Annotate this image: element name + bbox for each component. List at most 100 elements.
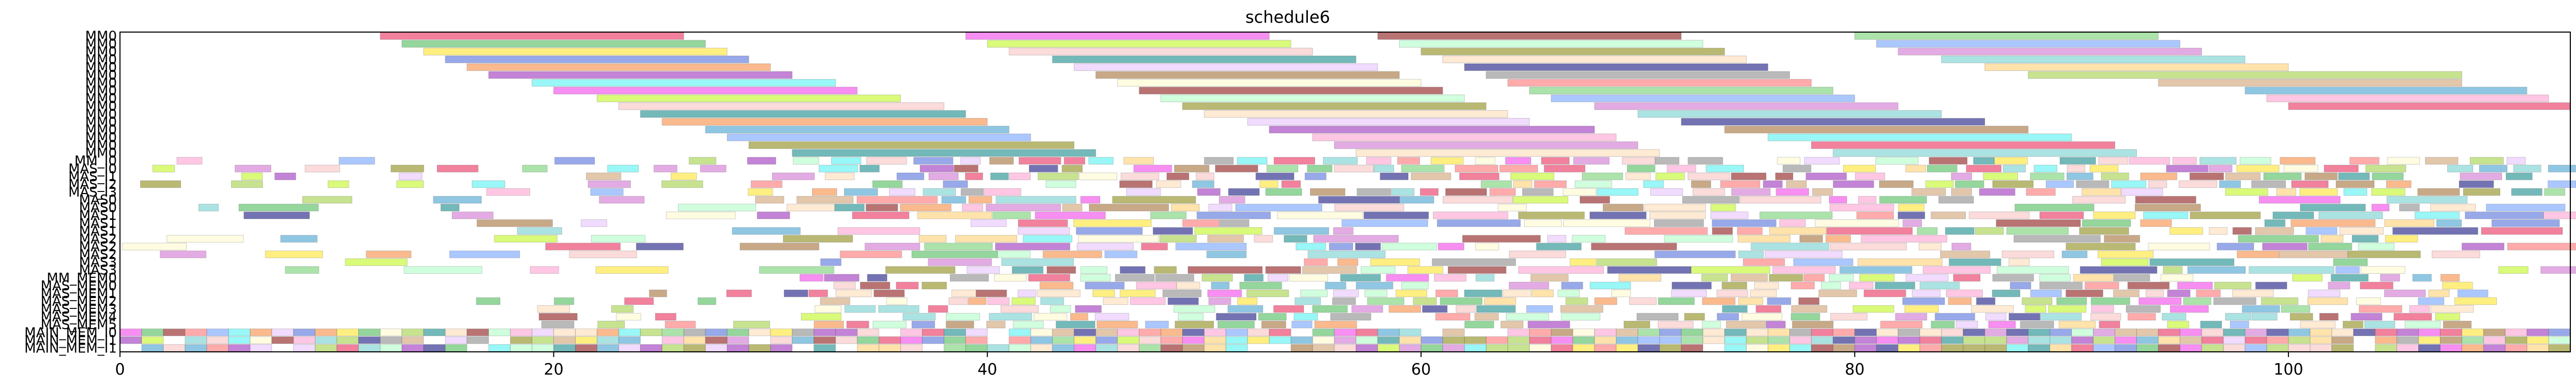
- task-bar: [2201, 336, 2224, 344]
- task-bar: [2237, 250, 2280, 258]
- task-bar: [596, 344, 619, 352]
- task-bar: [1789, 336, 1812, 344]
- task-bar: [1312, 336, 1335, 344]
- y-tick-label: MM0: [85, 60, 117, 76]
- task-bar: [983, 188, 1021, 196]
- task-bar: [185, 336, 207, 344]
- task-bar: [1413, 297, 1437, 305]
- task-bar: [843, 188, 878, 196]
- task-bar: [2217, 243, 2254, 250]
- task-bar: [2145, 289, 2164, 298]
- task-bar: [1985, 313, 2007, 321]
- task-bar: [1294, 297, 1321, 305]
- task-bar: [2548, 180, 2576, 188]
- y-tick-label: MM0: [85, 44, 117, 60]
- task-bar: [1076, 227, 1143, 235]
- task-bar: [466, 63, 771, 71]
- task-bar: [2343, 188, 2368, 196]
- task-bar: [834, 203, 865, 212]
- task-bar: [163, 329, 186, 336]
- task-bar: [1793, 258, 1854, 266]
- task-bar: [1898, 203, 1924, 212]
- task-bar: [1858, 196, 1877, 204]
- task-bar: [954, 165, 978, 173]
- task-bar: [2129, 157, 2171, 165]
- task-bar: [554, 157, 595, 165]
- task-bar: [1355, 243, 1381, 250]
- y-tick-label: MM0: [85, 130, 117, 145]
- task-bar: [265, 250, 323, 258]
- task-bar: [2418, 336, 2441, 344]
- task-bar: [2349, 157, 2379, 165]
- task-bar: [1012, 266, 1044, 274]
- task-bar: [2481, 227, 2563, 235]
- task-bar: [1746, 344, 1769, 352]
- task-bar: [198, 203, 219, 212]
- task-bar: [2223, 329, 2246, 336]
- task-bar: [2288, 102, 2571, 110]
- task-bar: [2013, 235, 2101, 243]
- task-bar: [1153, 227, 1193, 235]
- task-bar: [1572, 329, 1595, 336]
- task-bar: [1953, 274, 1981, 282]
- task-bar: [1536, 243, 1582, 250]
- task-bar: [2045, 180, 2074, 188]
- task-bar: [1218, 196, 1245, 204]
- task-bar: [866, 157, 907, 165]
- task-bar: [1204, 157, 1234, 165]
- task-bar: [705, 336, 728, 344]
- task-bar: [2082, 188, 2121, 196]
- task-bar: [1769, 274, 1803, 282]
- task-bar: [1544, 165, 1586, 173]
- task-bar: [2113, 289, 2140, 298]
- task-bar: [636, 243, 684, 250]
- task-bar: [1430, 157, 1464, 165]
- task-bar: [2507, 243, 2576, 250]
- task-bar: [1854, 336, 1877, 344]
- task-bar: [1917, 227, 1938, 235]
- mm-task-layer: [380, 32, 2571, 157]
- task-bar: [1247, 336, 1270, 344]
- task-bar: [1755, 305, 1782, 313]
- task-bar: [1247, 329, 1270, 336]
- x-axis-ticks: 0 20 40 60 80 100: [115, 352, 2303, 379]
- task-bar: [1130, 297, 1166, 305]
- task-bar: [1312, 133, 1617, 141]
- task-bar: [1897, 329, 1920, 336]
- task-bar: [1380, 172, 1409, 181]
- task-bar: [1550, 336, 1573, 344]
- task-bar: [1876, 40, 2180, 48]
- task-bar: [1767, 297, 1791, 305]
- y-tick-label: MM0: [85, 37, 117, 52]
- task-bar: [1046, 180, 1076, 188]
- task-bar: [2158, 344, 2180, 352]
- task-bar: [2328, 281, 2351, 290]
- task-bar: [900, 336, 923, 344]
- task-bar: [2507, 157, 2526, 165]
- task-bar: [2163, 266, 2183, 274]
- task-bar: [140, 180, 182, 188]
- task-bar: [1074, 344, 1096, 352]
- task-bar: [1117, 344, 1140, 352]
- task-bar: [2089, 165, 2119, 173]
- task-bar: [575, 329, 597, 336]
- task-bar: [2263, 172, 2302, 181]
- task-bar: [1486, 71, 1790, 79]
- task-bar: [705, 126, 1010, 133]
- task-bar: [837, 227, 921, 235]
- task-bar: [1768, 329, 1790, 336]
- task-bar: [2281, 305, 2311, 313]
- task-bar: [923, 188, 956, 196]
- task-bar: [968, 196, 992, 204]
- task-bar: [2040, 313, 2082, 321]
- task-bar: [1312, 305, 1348, 313]
- task-bar: [488, 71, 793, 79]
- task-bar: [996, 196, 1077, 204]
- task-bar: [339, 157, 375, 165]
- task-bar: [1399, 344, 1422, 352]
- task-bar: [1018, 219, 1068, 227]
- task-bar: [2006, 344, 2029, 352]
- task-bar: [2209, 227, 2228, 235]
- task-bar: [2526, 329, 2549, 336]
- task-bar: [1464, 289, 1502, 298]
